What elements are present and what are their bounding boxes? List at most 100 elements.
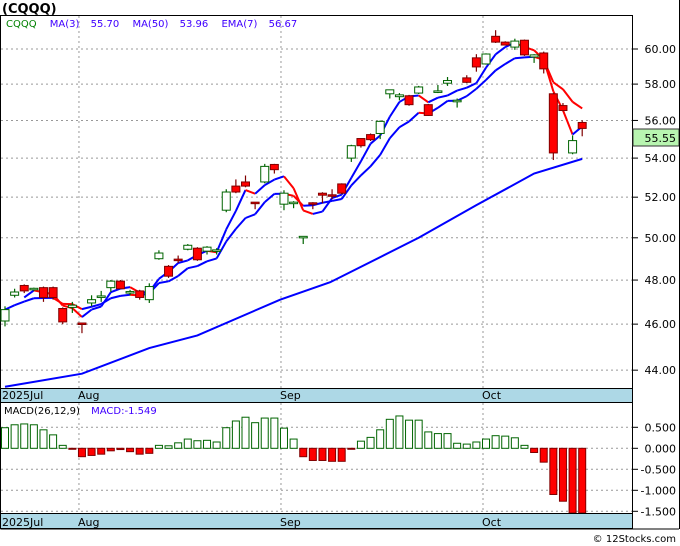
- ma3-segment: [100, 291, 112, 308]
- ema7-segment: [91, 303, 102, 308]
- macd-bar: [68, 447, 77, 450]
- macd-bar: [260, 417, 269, 449]
- ma3-segment: [495, 46, 506, 56]
- ema7-segment: [177, 267, 189, 277]
- candle-body: [481, 53, 491, 65]
- candle: [356, 138, 366, 148]
- candle-body: [67, 304, 77, 308]
- candle: [510, 38, 520, 50]
- ma3-segment: [427, 96, 439, 104]
- candle: [19, 284, 29, 294]
- macd-bar: [29, 424, 38, 449]
- ma3-segment: [475, 67, 487, 84]
- ema7-segment: [408, 112, 420, 123]
- legend-ma50-value: 53.96: [180, 19, 209, 30]
- date-label: 2025Jul: [2, 516, 43, 529]
- ema7-segment: [514, 56, 525, 60]
- macd-bar: [203, 439, 212, 449]
- candle: [10, 288, 20, 298]
- ema7-segment: [225, 228, 237, 243]
- candle-body: [558, 105, 568, 112]
- ma3-segment: [321, 197, 333, 213]
- macd-bar: [318, 447, 327, 461]
- macd-histogram: [1, 415, 587, 514]
- axis-tick-label: 48.00: [645, 274, 677, 287]
- price-panel: CQQQ MA(3) 55.70 MA(50) 53.96 EMA(7) 56.…: [0, 15, 680, 389]
- macd-bar: [549, 447, 558, 495]
- candle: [568, 135, 578, 155]
- macd-bar: [212, 441, 221, 449]
- ema7-segment: [23, 297, 35, 303]
- candle: [423, 103, 433, 116]
- macd-bar: [251, 422, 260, 449]
- candle: [241, 175, 250, 188]
- ma50-line: [4, 157, 583, 388]
- macd-legend-value: MACD:-1.549: [91, 406, 157, 417]
- candle-body: [77, 322, 87, 326]
- candle-body: [385, 89, 395, 95]
- macd-bar: [270, 417, 279, 449]
- candle: [558, 103, 568, 112]
- date-label: Aug: [78, 516, 99, 529]
- ema7-segment: [245, 213, 256, 219]
- macd-bar: [356, 440, 365, 449]
- candle-body: [96, 295, 106, 298]
- price-legend: CQQQ MA(3) 55.70 MA(50) 53.96 EMA(7) 56.…: [6, 19, 297, 30]
- date-label: Sep: [280, 516, 301, 529]
- candle: [87, 295, 97, 307]
- candle-body: [212, 249, 222, 252]
- ma3-segment: [350, 160, 362, 179]
- ema7-segment: [340, 184, 353, 200]
- macd-bar: [58, 444, 67, 449]
- candle-body: [375, 120, 385, 134]
- macd-bar: [568, 447, 577, 514]
- axis-tick-label: 60.00: [645, 43, 677, 56]
- copyright: © 12Stocks.com: [593, 534, 676, 545]
- candle-body: [10, 291, 20, 296]
- ema7-segment: [389, 126, 401, 139]
- ema7-segment: [475, 79, 487, 90]
- candle: [115, 280, 125, 290]
- candle: [173, 255, 183, 263]
- candle-body: [317, 192, 327, 196]
- ma3-segment: [292, 187, 305, 211]
- macd-bar: [520, 444, 529, 449]
- macd-bar: [491, 435, 500, 449]
- candle-body: [87, 299, 97, 304]
- macd-bar: [424, 431, 433, 449]
- axis-tick-label: 54.00: [645, 152, 677, 165]
- macd-bar: [222, 427, 231, 449]
- macd-bar: [183, 438, 192, 449]
- candle: [462, 75, 472, 84]
- macd-bar: [433, 433, 442, 449]
- ema7-segment: [4, 304, 16, 311]
- macd-bar: [231, 420, 240, 449]
- macd-axis: 0.500 0.000 -0.500 -1.000 -1.500: [632, 421, 676, 518]
- ma3-segment: [456, 86, 468, 92]
- candle-body: [308, 202, 318, 205]
- candle: [192, 247, 202, 261]
- candle: [346, 144, 356, 162]
- ma3-segment: [388, 101, 401, 118]
- date-label: Sep: [280, 389, 301, 402]
- candle-body: [443, 80, 453, 84]
- candle: [154, 250, 164, 260]
- candle: [58, 307, 68, 325]
- ema7-segment: [437, 100, 449, 109]
- macd-bar: [328, 447, 337, 462]
- candle: [212, 248, 222, 255]
- candle-body: [394, 94, 404, 98]
- axis-tick-label: -1.500: [641, 505, 676, 518]
- axis-tick-label: 46.00: [645, 318, 677, 331]
- macd-bar: [10, 424, 19, 449]
- legend-ma3-value: 55.70: [91, 19, 120, 30]
- ma3-segment: [225, 210, 237, 230]
- axis-tick-label: 56.00: [645, 114, 677, 127]
- macd-bar: [193, 440, 202, 449]
- price-date-bar: 2025Jul Aug Sep Oct: [0, 388, 633, 403]
- ma3-segment: [331, 193, 343, 200]
- candle: [519, 39, 529, 56]
- candle: [548, 93, 558, 161]
- ma3-segment: [562, 109, 574, 135]
- ema7-segment: [350, 174, 362, 187]
